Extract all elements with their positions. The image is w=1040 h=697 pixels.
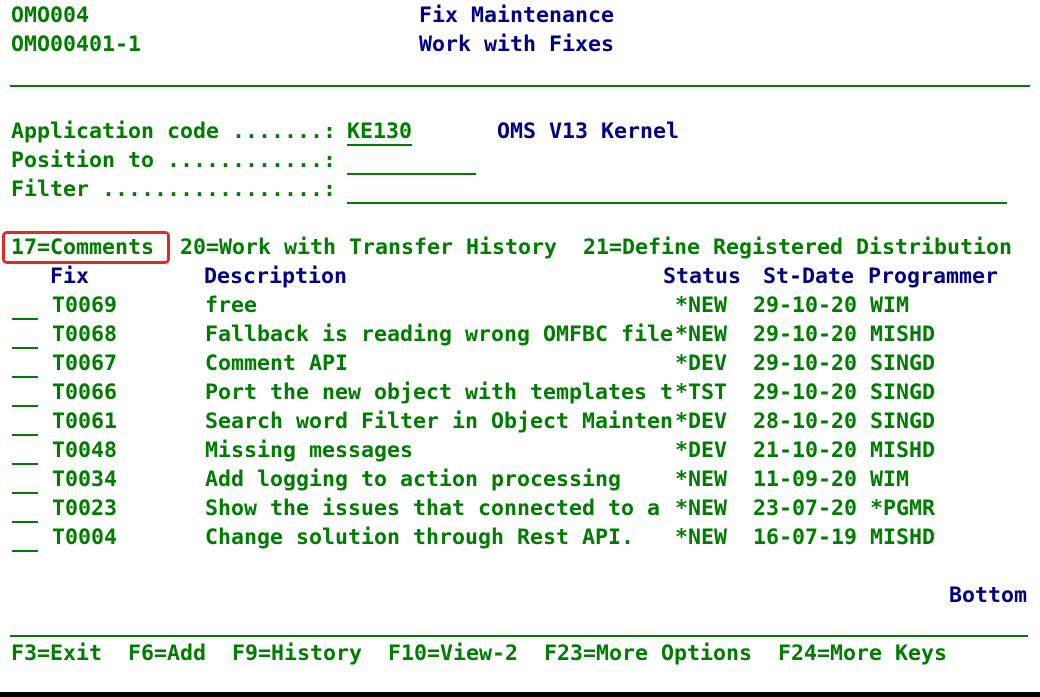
column-header-st-date: St-Date (763, 264, 855, 289)
comments-option-highlight-box (2, 231, 170, 264)
fix-start-date: 16-07-19 (753, 525, 858, 550)
fix-code: T0069 (52, 293, 118, 318)
column-header-description: Description (204, 264, 348, 289)
fix-status: *NEW (675, 293, 728, 318)
function-keys-line: F3=Exit F6=Add F9=History F10=View-2 F23… (11, 641, 948, 666)
position-to-row: Position to ............: (0, 146, 1040, 175)
table-row: T0068 Fallback is reading wrong OMFBC fi… (0, 320, 1040, 349)
options-row: 17=Comments 20=Work with Transfer Histor… (0, 233, 1040, 262)
function-keys-row: F3=Exit F6=Add F9=History F10=View-2 F23… (0, 639, 1040, 668)
fix-start-date: 29-10-20 (753, 351, 858, 376)
option-input[interactable] (12, 465, 38, 494)
filter-input[interactable] (347, 175, 1007, 204)
fix-programmer: MISHD (870, 322, 936, 347)
fix-programmer: MISHD (870, 438, 936, 463)
fix-description: free (205, 293, 258, 318)
fix-code: T0061 (52, 409, 118, 434)
screen-title: Fix Maintenance (419, 3, 615, 28)
pagination-row: Bottom (0, 581, 1040, 610)
fix-status: *TST (675, 380, 728, 405)
option-input[interactable] (12, 291, 38, 320)
table-row: T0023 Show the issues that connected to … (0, 494, 1040, 523)
application-code-row: Application code .......: KE130 OMS V13 … (0, 117, 1040, 146)
fix-status: *NEW (675, 496, 728, 521)
fix-description: Show the issues that connected to a (205, 496, 661, 521)
fix-status: *DEV (675, 438, 728, 463)
filter-row: Filter .................: (0, 175, 1040, 204)
fix-description: Fallback is reading wrong OMFBC file (205, 322, 674, 347)
fix-description: Add logging to action processing (205, 467, 622, 492)
fix-programmer: WIM (870, 293, 910, 318)
fix-start-date: 29-10-20 (753, 293, 858, 318)
fix-start-date: 29-10-20 (753, 380, 858, 405)
fix-start-date: 28-10-20 (753, 409, 858, 434)
fix-code: T0068 (52, 322, 118, 347)
fix-description: Search word Filter in Object Mainten (205, 409, 674, 434)
fix-status: *NEW (675, 467, 728, 492)
position-to-label: Position to ............: (11, 148, 337, 173)
pagination-indicator: Bottom (949, 583, 1028, 608)
table-row: T0004 Change solution through Rest API. … (0, 523, 1040, 552)
screen-bottom-border (0, 692, 1040, 697)
option-input[interactable] (12, 436, 38, 465)
fix-description: Comment API (205, 351, 349, 376)
option-input[interactable] (12, 378, 38, 407)
header-row-1: OMO004 Fix Maintenance (0, 1, 1040, 30)
fix-code: T0048 (52, 438, 118, 463)
option-input[interactable] (12, 349, 38, 378)
fix-programmer: *PGMR (870, 496, 936, 521)
option-input[interactable] (12, 523, 38, 552)
table-row: T0067 Comment API *DEV 29-10-20 SINGD (0, 349, 1040, 378)
option-input[interactable] (12, 320, 38, 349)
table-row: T0048 Missing messages *DEV 21-10-20 MIS… (0, 436, 1040, 465)
fix-code: T0067 (52, 351, 118, 376)
option-input[interactable] (12, 407, 38, 436)
fix-start-date: 29-10-20 (753, 322, 858, 347)
fix-programmer: SINGD (870, 380, 936, 405)
footer-separator-line (10, 635, 1028, 637)
column-header-fix: Fix (50, 264, 90, 289)
fix-status: *NEW (675, 525, 728, 550)
fix-start-date: 23-07-20 (753, 496, 858, 521)
table-header-row: Fix Description Status St-Date Programme… (0, 262, 1040, 291)
fix-description: Change solution through Rest API. (205, 525, 635, 550)
fix-programmer: SINGD (870, 409, 936, 434)
fix-start-date: 11-09-20 (753, 467, 858, 492)
fix-description: Port the new object with templates t (205, 380, 674, 405)
fix-code: T0023 (52, 496, 118, 521)
table-row: T0034 Add logging to action processing *… (0, 465, 1040, 494)
table-row: T0066 Port the new object with templates… (0, 378, 1040, 407)
header-row-2: OMO00401-1 Work with Fixes (0, 30, 1040, 59)
panel-id: OMO00401-1 (11, 32, 142, 57)
application-code-input[interactable]: KE130 (347, 119, 413, 144)
fix-status: *DEV (675, 409, 728, 434)
program-id: OMO004 (11, 3, 90, 28)
fix-programmer: WIM (870, 467, 910, 492)
options-line: 17=Comments 20=Work with Transfer Histor… (11, 235, 1013, 260)
screen-subtitle: Work with Fixes (419, 32, 615, 57)
filter-label: Filter .................: (11, 177, 337, 202)
column-header-programmer: Programmer (868, 264, 999, 289)
fix-start-date: 21-10-20 (753, 438, 858, 463)
fix-programmer: MISHD (870, 525, 936, 550)
fix-description: Missing messages (205, 438, 414, 463)
option-input[interactable] (12, 494, 38, 523)
table-row: T0061 Search word Filter in Object Maint… (0, 407, 1040, 436)
fix-status: *NEW (675, 322, 728, 347)
fix-status: *DEV (675, 351, 728, 376)
column-header-status: Status (663, 264, 742, 289)
fix-programmer: SINGD (870, 351, 936, 376)
header-separator-line (10, 85, 1030, 87)
application-code-label: Application code .......: (11, 119, 337, 144)
fix-code: T0004 (52, 525, 118, 550)
table-row: T0069 free *NEW 29-10-20 WIM (0, 291, 1040, 320)
fix-code: T0066 (52, 380, 118, 405)
application-description: OMS V13 Kernel (497, 119, 680, 144)
position-to-input[interactable] (347, 146, 476, 175)
fix-code: T0034 (52, 467, 118, 492)
